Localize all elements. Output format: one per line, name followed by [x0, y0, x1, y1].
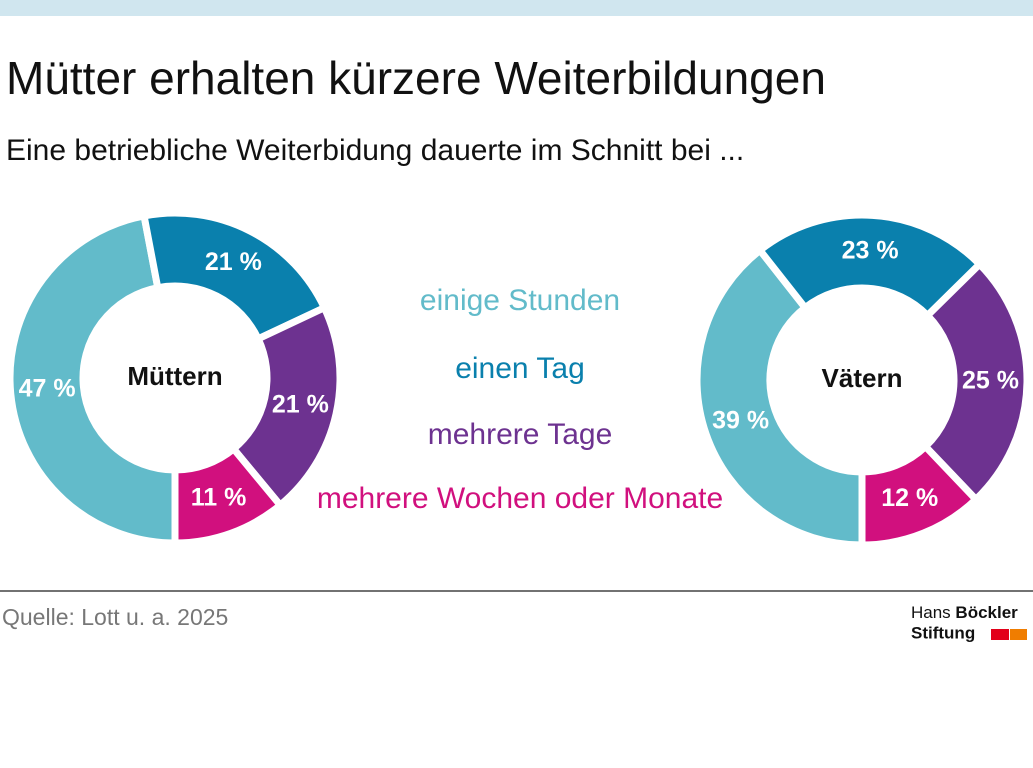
value-label: 21 %	[205, 248, 262, 276]
logo: Hans Böckler Stiftung	[911, 603, 1027, 642]
donut-segment	[6, 211, 179, 547]
value-label: 11 %	[191, 484, 247, 512]
logo-text: Stiftung	[911, 623, 975, 642]
logo-square	[991, 629, 1009, 640]
value-label: 47 %	[19, 375, 76, 403]
value-label: 39 %	[712, 407, 769, 435]
donut-segment	[920, 259, 1031, 505]
title: Mütter erhalten kürzere Weiterbildungen	[6, 52, 826, 104]
donut-segment	[693, 245, 866, 549]
center-label: Müttern	[127, 361, 222, 391]
donut-segment	[171, 443, 286, 547]
source: Quelle: Lott u. a. 2025	[2, 604, 228, 630]
value-label: 21 %	[272, 391, 329, 419]
donut-segment	[139, 209, 329, 344]
legend-entry: einige Stunden	[420, 284, 620, 317]
logo-text: Hans Böckler	[911, 603, 1018, 622]
donut-segment	[858, 441, 981, 549]
logo-text: Böckler	[955, 603, 1018, 622]
donut-segment	[228, 303, 344, 511]
legend-entry: mehrere Tage	[428, 418, 613, 451]
legend-entry: einen Tag	[455, 352, 585, 385]
donut-segment	[755, 211, 985, 321]
logo-text: Hans	[911, 603, 951, 622]
legend-entry: mehrere Wochen oder Monate	[317, 482, 723, 515]
logo-square	[1010, 629, 1027, 640]
center-label: Vätern	[822, 363, 903, 393]
subtitle: Eine betriebliche Weiterbidung dauerte i…	[6, 134, 744, 167]
value-label: 12 %	[881, 484, 938, 512]
value-label: 25 %	[962, 367, 1019, 395]
value-label: 23 %	[842, 236, 899, 264]
top-bar	[0, 0, 1033, 16]
